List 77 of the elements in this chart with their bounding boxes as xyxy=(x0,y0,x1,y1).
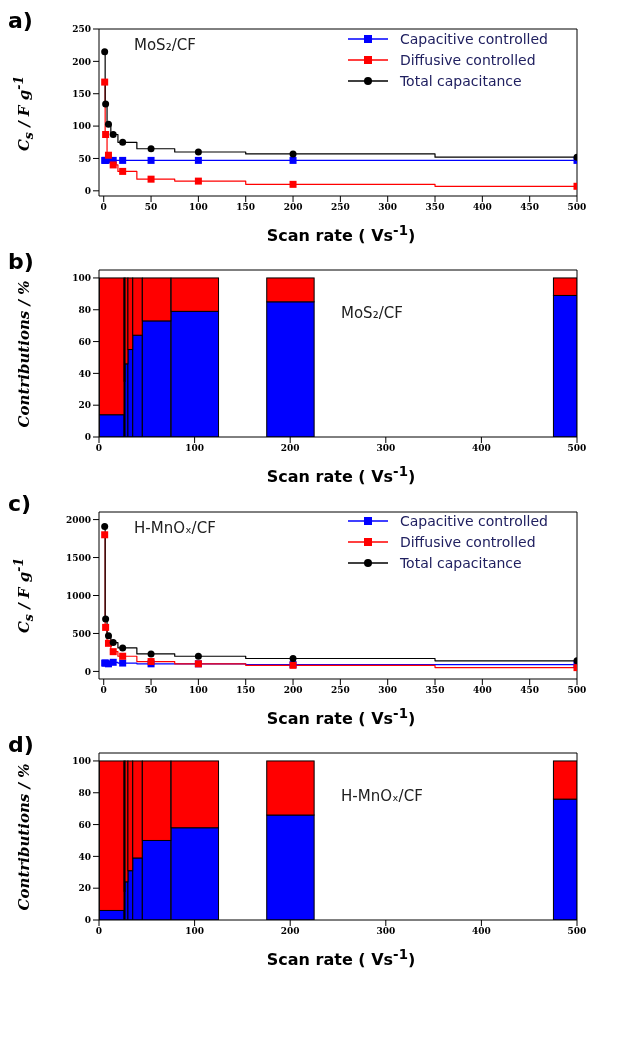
x-tick-label: 200 xyxy=(283,202,303,213)
x-tick-label: 200 xyxy=(280,443,300,454)
x-tick-label: 450 xyxy=(520,202,540,213)
x-tick-label: 50 xyxy=(144,685,158,696)
y-tick-label: 1000 xyxy=(65,590,91,601)
y-tick-label: 60 xyxy=(78,819,91,830)
annotation: H-MnOₓ/CF xyxy=(134,518,216,537)
x-tick-label: 300 xyxy=(378,685,398,696)
x-tick-label: 400 xyxy=(472,926,491,937)
x-tick-label: 100 xyxy=(185,926,204,937)
y-tick-label: 100 xyxy=(72,273,91,284)
y-tick-label: 20 xyxy=(78,400,91,411)
annotation: H-MnOₓ/CF xyxy=(341,786,423,805)
y-tick-label: 200 xyxy=(72,56,91,67)
x-tick-label: 500 xyxy=(567,443,587,454)
annotation: MoS₂/CF xyxy=(341,304,403,323)
legend-label: Capacitive controlled xyxy=(399,30,548,47)
x-tick-label: 500 xyxy=(567,685,587,696)
x-tick-label: 350 xyxy=(425,685,445,696)
y-tick-label: 500 xyxy=(72,628,91,639)
x-tick-label: 0 xyxy=(95,443,103,454)
y-tick-label: 250 xyxy=(72,24,91,35)
x-tick-label: 300 xyxy=(378,202,398,213)
y-axis-title: Contributions / % xyxy=(15,280,33,428)
x-axis-title: Scan rate ( Vs$^{-1}$) xyxy=(265,464,417,487)
x-tick-label: 200 xyxy=(280,926,300,937)
y-tick-label: 100 xyxy=(72,756,91,767)
y-tick-label: 20 xyxy=(78,883,91,894)
x-tick-label: 150 xyxy=(236,685,256,696)
x-axis-title: Scan rate ( Vs$^{-1}$) xyxy=(265,223,417,246)
x-tick-label: 400 xyxy=(472,443,491,454)
y-tick-label: 40 xyxy=(78,851,91,862)
x-tick-label: 400 xyxy=(472,202,492,213)
x-tick-label: 450 xyxy=(520,685,540,696)
y-tick-label: 80 xyxy=(78,305,91,316)
y-tick-label: 150 xyxy=(72,88,91,99)
y-tick-label: 0 xyxy=(84,186,91,197)
legend-label: Diffusive controlled xyxy=(399,534,536,551)
x-tick-label: 500 xyxy=(567,926,587,937)
legend-label: Total capacitance xyxy=(399,555,522,572)
x-tick-label: 300 xyxy=(376,443,396,454)
x-tick-label: 250 xyxy=(330,685,350,696)
chart-title: c) xyxy=(8,490,32,516)
x-tick-label: 150 xyxy=(236,202,256,213)
x-tick-label: 0 xyxy=(100,202,107,213)
legend-label: Total capacitance xyxy=(399,72,522,89)
y-tick-label: 0 xyxy=(84,915,91,926)
y-tick-label: 2000 xyxy=(65,514,91,525)
x-tick-label: 100 xyxy=(185,443,204,454)
x-tick-label: 100 xyxy=(188,202,208,213)
x-tick-label: 50 xyxy=(144,202,158,213)
x-tick-label: 0 xyxy=(95,926,103,937)
x-axis-title: Scan rate ( Vs$^{-1}$) xyxy=(265,946,417,970)
x-tick-label: 400 xyxy=(472,685,492,696)
y-tick-label: 40 xyxy=(78,368,91,379)
x-tick-label: 500 xyxy=(567,202,587,213)
y-tick-label: 0 xyxy=(84,432,91,443)
x-tick-label: 250 xyxy=(330,202,350,213)
y-tick-label: 0 xyxy=(84,666,91,677)
x-tick-label: 0 xyxy=(100,685,107,696)
x-tick-label: 200 xyxy=(283,685,303,696)
x-tick-label: 300 xyxy=(376,926,396,937)
y-tick-label: 1500 xyxy=(65,552,91,563)
chart-title: a) xyxy=(8,8,33,33)
legend-label: Diffusive controlled xyxy=(399,51,536,68)
chart-title: d) xyxy=(8,731,34,757)
x-tick-label: 100 xyxy=(188,685,208,696)
x-tick-label: 350 xyxy=(425,202,445,213)
chart-title: b) xyxy=(8,249,34,275)
y-tick-label: 100 xyxy=(72,121,91,132)
y-tick-label: 50 xyxy=(78,153,91,164)
y-tick-label: 60 xyxy=(78,337,91,348)
legend-label: Capacitive controlled xyxy=(399,513,548,530)
x-axis-title: Scan rate ( Vs$^{-1}$) xyxy=(265,705,417,728)
annotation: MoS₂/CF xyxy=(134,36,196,54)
y-axis-title: Contributions / % xyxy=(15,763,33,911)
y-tick-label: 80 xyxy=(78,787,91,798)
